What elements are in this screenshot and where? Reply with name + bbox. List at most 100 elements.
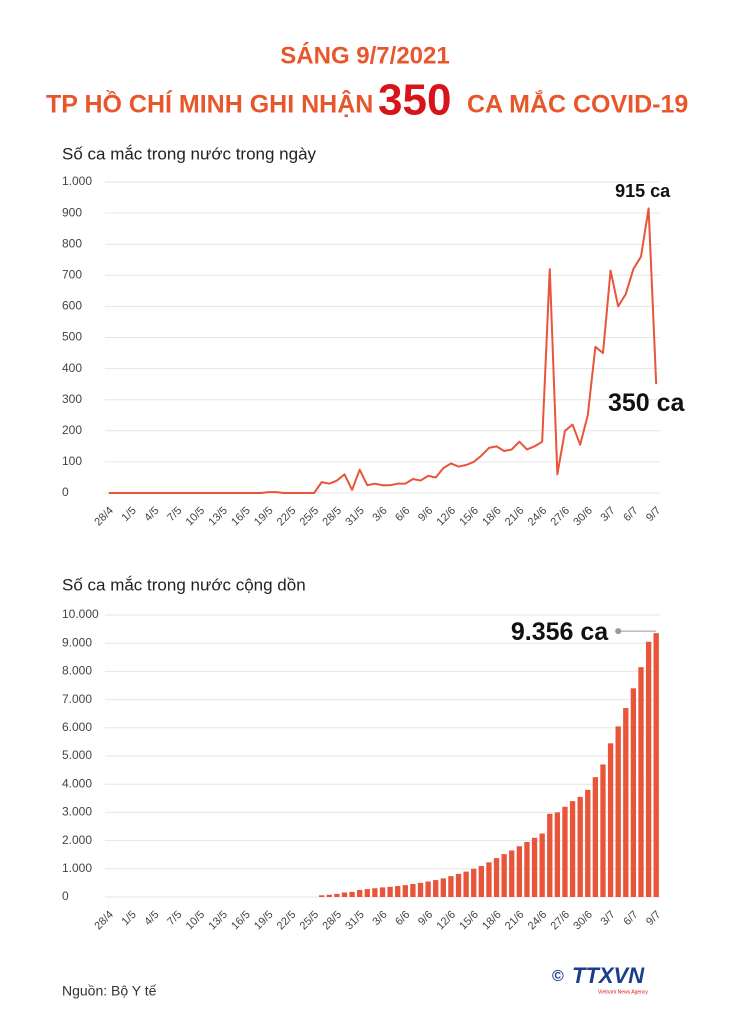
header-number: 350 — [378, 76, 451, 125]
y-tick-label: 7.000 — [62, 692, 92, 706]
bar — [433, 880, 439, 897]
y-tick-label: 700 — [62, 267, 82, 281]
y-tick-label: 400 — [62, 361, 82, 375]
bar — [562, 806, 568, 897]
x-tick-label: 18/6 — [480, 909, 504, 933]
x-tick-label: 7/5 — [165, 909, 184, 928]
header-text: TP HỒ CHÍ MINH GHI NHẬN — [46, 89, 373, 119]
y-tick-label: 6.000 — [62, 720, 92, 734]
bar — [516, 846, 523, 897]
x-tick-label: 31/5 — [343, 505, 367, 529]
bar — [471, 868, 477, 897]
x-tick-label: 9/7 — [644, 909, 663, 928]
x-tick-label: 9/6 — [416, 909, 435, 928]
y-tick-label: 0 — [62, 485, 69, 499]
x-tick-label: 12/6 — [434, 909, 458, 933]
bar — [569, 801, 576, 897]
x-tick-label: 19/5 — [252, 909, 276, 933]
x-tick-label: 10/5 — [184, 909, 208, 933]
x-tick-label: 27/6 — [549, 909, 573, 933]
y-tick-label: 200 — [62, 423, 82, 437]
bar — [326, 894, 332, 897]
x-tick-label: 27/6 — [549, 505, 573, 529]
bar — [357, 889, 363, 897]
x-tick-label: 22/5 — [275, 909, 299, 933]
bar — [539, 833, 545, 897]
bar — [349, 891, 355, 897]
x-tick-label: 1/5 — [119, 505, 138, 524]
x-tick-label: 24/6 — [526, 909, 550, 933]
chart-title: Số ca mắc trong nước cộng dồn — [62, 575, 306, 594]
x-tick-label: 9/7 — [644, 505, 663, 524]
x-tick-label: 9/6 — [416, 505, 435, 524]
y-tick-label: 1.000 — [62, 174, 92, 188]
x-tick-label: 13/5 — [206, 505, 230, 529]
x-tick-label: 15/6 — [457, 909, 481, 933]
y-tick-label: 2.000 — [62, 833, 92, 847]
bar — [319, 895, 325, 897]
logo: TTXVN — [572, 963, 645, 988]
bar — [554, 812, 561, 897]
bar — [395, 886, 401, 897]
x-tick-label: 7/5 — [165, 505, 184, 524]
x-tick-label: 3/7 — [598, 909, 617, 928]
y-tick-label: 10.000 — [62, 607, 99, 621]
bar — [645, 641, 652, 897]
bar — [364, 889, 370, 897]
y-tick-label: 0 — [62, 889, 69, 903]
bar — [379, 887, 386, 897]
bar — [417, 882, 424, 897]
x-tick-label: 28/5 — [320, 505, 344, 529]
y-tick-label: 500 — [62, 330, 82, 344]
x-tick-label: 6/6 — [393, 909, 412, 928]
data-label: 9.356 ca — [511, 618, 609, 646]
x-tick-label: 15/6 — [457, 505, 481, 529]
x-tick-label: 1/5 — [119, 909, 138, 928]
x-tick-label: 4/5 — [142, 909, 161, 928]
x-tick-label: 28/4 — [92, 909, 116, 933]
x-tick-label: 25/5 — [298, 505, 322, 529]
bar — [387, 886, 393, 897]
x-tick-label: 6/7 — [621, 909, 640, 928]
bar — [478, 865, 484, 897]
y-tick-label: 3.000 — [62, 805, 92, 819]
bar — [607, 743, 614, 897]
x-tick-label: 21/6 — [503, 505, 527, 529]
y-tick-label: 5.000 — [62, 748, 92, 762]
chart-title: Số ca mắc trong nước trong ngày — [62, 144, 317, 163]
y-tick-label: 1.000 — [62, 861, 92, 875]
bar — [334, 893, 340, 897]
y-tick-label: 4.000 — [62, 776, 92, 790]
header-text: CA MẮC COVID-19 — [467, 89, 688, 119]
bar — [585, 789, 591, 897]
y-tick-label: 9.000 — [62, 635, 92, 649]
bar — [448, 876, 454, 897]
bar — [547, 813, 553, 897]
x-tick-label: 3/6 — [370, 909, 389, 928]
x-tick-label: 22/5 — [275, 505, 299, 529]
label-dot — [615, 628, 622, 635]
bar — [402, 885, 408, 897]
bar — [425, 881, 431, 897]
y-tick-label: 600 — [62, 299, 82, 313]
y-tick-label: 900 — [62, 205, 82, 219]
bar — [600, 764, 606, 897]
x-tick-label: 13/5 — [206, 909, 230, 933]
bar — [486, 862, 492, 897]
x-tick-label: 19/5 — [252, 505, 276, 529]
bar — [615, 726, 621, 897]
x-tick-label: 21/6 — [503, 909, 527, 933]
x-tick-label: 16/5 — [229, 505, 253, 529]
logo-mark: © — [552, 968, 564, 985]
bar — [493, 858, 500, 897]
bar — [653, 633, 659, 897]
source: Nguồn: Bộ Y tế — [62, 983, 157, 999]
x-tick-label: 24/6 — [526, 505, 550, 529]
header-date: SÁNG 9/7/2021 — [280, 41, 449, 69]
bar — [501, 854, 507, 897]
bar — [463, 871, 469, 897]
bar — [341, 892, 348, 897]
x-tick-label: 6/7 — [621, 505, 640, 524]
x-tick-label: 31/5 — [343, 909, 367, 933]
